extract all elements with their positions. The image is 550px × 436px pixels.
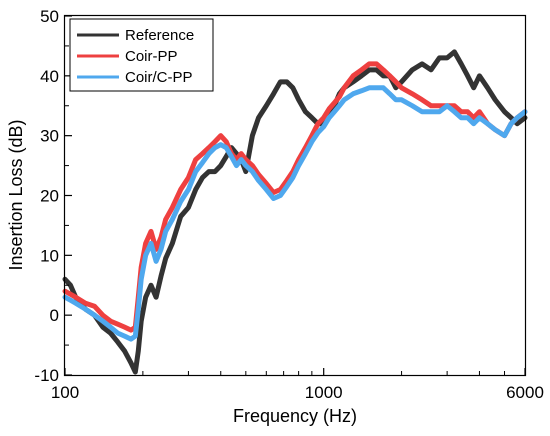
y-tick-label: 20 [40, 187, 59, 206]
series-line-coir-pp [62, 61, 528, 333]
series-line-reference [62, 49, 528, 375]
y-tick-label: 30 [40, 127, 59, 146]
y-axis-title: Insertion Loss (dB) [6, 119, 26, 270]
series-layer [62, 49, 528, 375]
y-tick-label: 0 [50, 306, 59, 325]
ticks-layer: -10 0 10 20 30 40 50 100 1000 6000 [34, 7, 543, 402]
y-tick-label: 10 [40, 246, 59, 265]
y-tick-label: -10 [34, 366, 59, 385]
y-tick-label: 50 [40, 7, 59, 26]
plot-frame [63, 14, 527, 377]
series-line-coir-c-pp [62, 85, 528, 342]
x-tick-label: 6000 [506, 383, 544, 402]
legend: Reference Coir-PP Coir/C-PP [69, 18, 214, 92]
legend-label-coir-c-pp: Coir/C-PP [125, 69, 193, 86]
x-axis-title: Frequency (Hz) [233, 406, 357, 426]
y-tick-label: 40 [40, 67, 59, 86]
legend-label-coir-pp: Coir-PP [125, 48, 178, 65]
x-tick-label: 1000 [305, 383, 343, 402]
x-tick-label: 100 [51, 383, 79, 402]
legend-label-reference: Reference [125, 27, 194, 44]
